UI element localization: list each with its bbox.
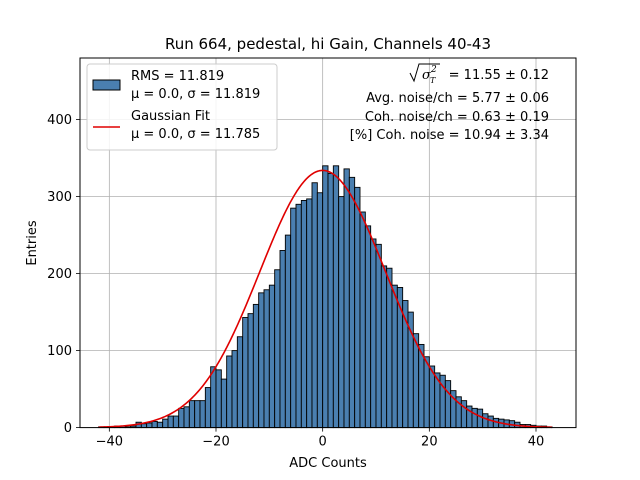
histogram-bar <box>236 336 244 429</box>
histogram-bar <box>172 415 180 429</box>
histogram-bar <box>151 420 158 429</box>
x-tick-label: −40 <box>96 435 123 450</box>
histogram-bar <box>343 168 350 429</box>
histogram-bar <box>332 165 340 429</box>
legend: RMS = 11.819 μ = 0.0, σ = 11.819 Gaussia… <box>86 63 278 151</box>
histogram-bar <box>370 238 377 429</box>
x-tick-label: 40 <box>528 435 545 450</box>
coh-noise-text: Coh. noise/ch = 0.63 ± 0.19 <box>365 110 549 125</box>
histogram-bar <box>242 317 249 429</box>
histogram-bar <box>162 418 169 429</box>
histogram-bar <box>188 400 196 429</box>
y-tick-label: 300 <box>47 190 72 205</box>
legend-hist-stats: μ = 0.0, σ = 11.819 <box>131 87 260 102</box>
histogram-bar <box>338 196 345 429</box>
histogram-bar <box>423 356 430 429</box>
histogram-bar <box>444 380 452 429</box>
legend-fit-stats: μ = 0.0, σ = 11.785 <box>131 127 260 142</box>
histogram-bar <box>375 243 382 429</box>
x-tick-label: 20 <box>421 435 438 450</box>
histogram-bar <box>364 225 372 429</box>
histogram-bar <box>226 355 233 429</box>
y-tick-label: 200 <box>47 267 72 282</box>
histogram-bar <box>204 387 212 429</box>
histogram-bar <box>471 407 478 429</box>
histogram-bar <box>183 406 190 429</box>
histogram-bar <box>482 413 489 429</box>
histogram-bar <box>220 378 228 429</box>
histogram-bar <box>380 265 388 429</box>
histogram-bar <box>247 313 254 429</box>
histogram-bar <box>210 366 217 429</box>
histogram-bar <box>279 250 286 429</box>
plot-frame <box>79 57 577 429</box>
sigma-symbol: σ 2 T <box>409 63 440 85</box>
legend-patch-swatch <box>92 79 121 91</box>
histogram-bar <box>476 408 484 429</box>
histogram-bar <box>140 423 148 429</box>
x-tick-label: −20 <box>202 435 229 450</box>
histogram-bar <box>354 186 361 429</box>
gaussian-fit-curve <box>98 169 553 429</box>
histogram-bar <box>306 198 313 429</box>
histogram-bar <box>290 207 297 429</box>
histogram-bar <box>194 400 201 429</box>
y-tick-label: 0 <box>64 421 72 436</box>
histogram-bar <box>263 289 270 429</box>
histogram-bar <box>487 415 494 429</box>
noise-annotations: σ 2 T = 11.55 ± 0.12 Avg. noise/ch = 5.7… <box>350 63 549 143</box>
histogram-bar <box>178 407 185 429</box>
sigma-total-value: = 11.55 ± 0.12 <box>449 68 549 83</box>
svg-text:2: 2 <box>430 65 437 75</box>
svg-text:σ: σ <box>422 68 432 83</box>
histogram-bar <box>412 333 420 429</box>
histogram-bar <box>252 303 260 429</box>
histogram-bar <box>316 192 324 429</box>
histogram-bar <box>391 284 398 429</box>
histogram-bar <box>268 284 276 429</box>
legend-fit-label: Gaussian Fit <box>131 109 210 124</box>
histogram-bar <box>348 176 356 429</box>
x-axis-label: ADC Counts <box>289 456 367 471</box>
histogram-bar <box>295 203 302 429</box>
y-axis-label: Entries <box>25 220 40 266</box>
histogram-bar <box>156 421 164 429</box>
histogram-bar <box>327 173 334 429</box>
histogram-bar <box>311 182 318 429</box>
histogram-bar <box>386 267 393 429</box>
svg-text:T: T <box>430 76 436 85</box>
histogram-bar <box>215 369 222 429</box>
chart-title: Run 664, pedestal, hi Gain, Channels 40-… <box>165 35 491 53</box>
histogram-bar <box>300 199 308 429</box>
histogram-bar <box>231 350 238 429</box>
histogram-bar <box>284 234 292 429</box>
histogram-bar <box>146 422 153 429</box>
y-tick-label: 100 <box>47 344 72 359</box>
avg-noise-text: Avg. noise/ch = 5.77 ± 0.06 <box>366 91 549 106</box>
legend-box <box>86 63 278 151</box>
histogram-bar <box>322 165 329 429</box>
coh-noise-percent-text: [%] Coh. noise = 10.94 ± 3.34 <box>350 128 549 143</box>
y-tick-label: 400 <box>47 113 72 128</box>
x-tick-label: 0 <box>319 435 327 450</box>
legend-rms-label: RMS = 11.819 <box>131 69 224 84</box>
histogram-bar <box>274 269 281 429</box>
histogram-bar <box>199 400 206 429</box>
y-axis-ticks: 0 100 200 300 400 <box>47 113 80 436</box>
histogram-bar <box>167 415 174 429</box>
histogram-bar <box>359 211 366 429</box>
histogram-bar <box>258 292 265 429</box>
x-axis-ticks: −40 −20 0 20 40 <box>96 427 545 450</box>
